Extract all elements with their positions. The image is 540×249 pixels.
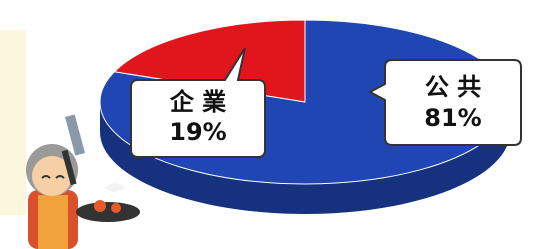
chart: 企 業 19% 公 共 81% — [0, 0, 540, 249]
value-label: 81% — [424, 104, 481, 132]
label-callout-1: 公 共 81% — [370, 60, 521, 145]
background-strip — [0, 30, 26, 215]
category-label: 公 共 — [425, 73, 481, 101]
value-label: 19% — [169, 118, 226, 146]
category-label: 企 業 — [170, 88, 226, 116]
